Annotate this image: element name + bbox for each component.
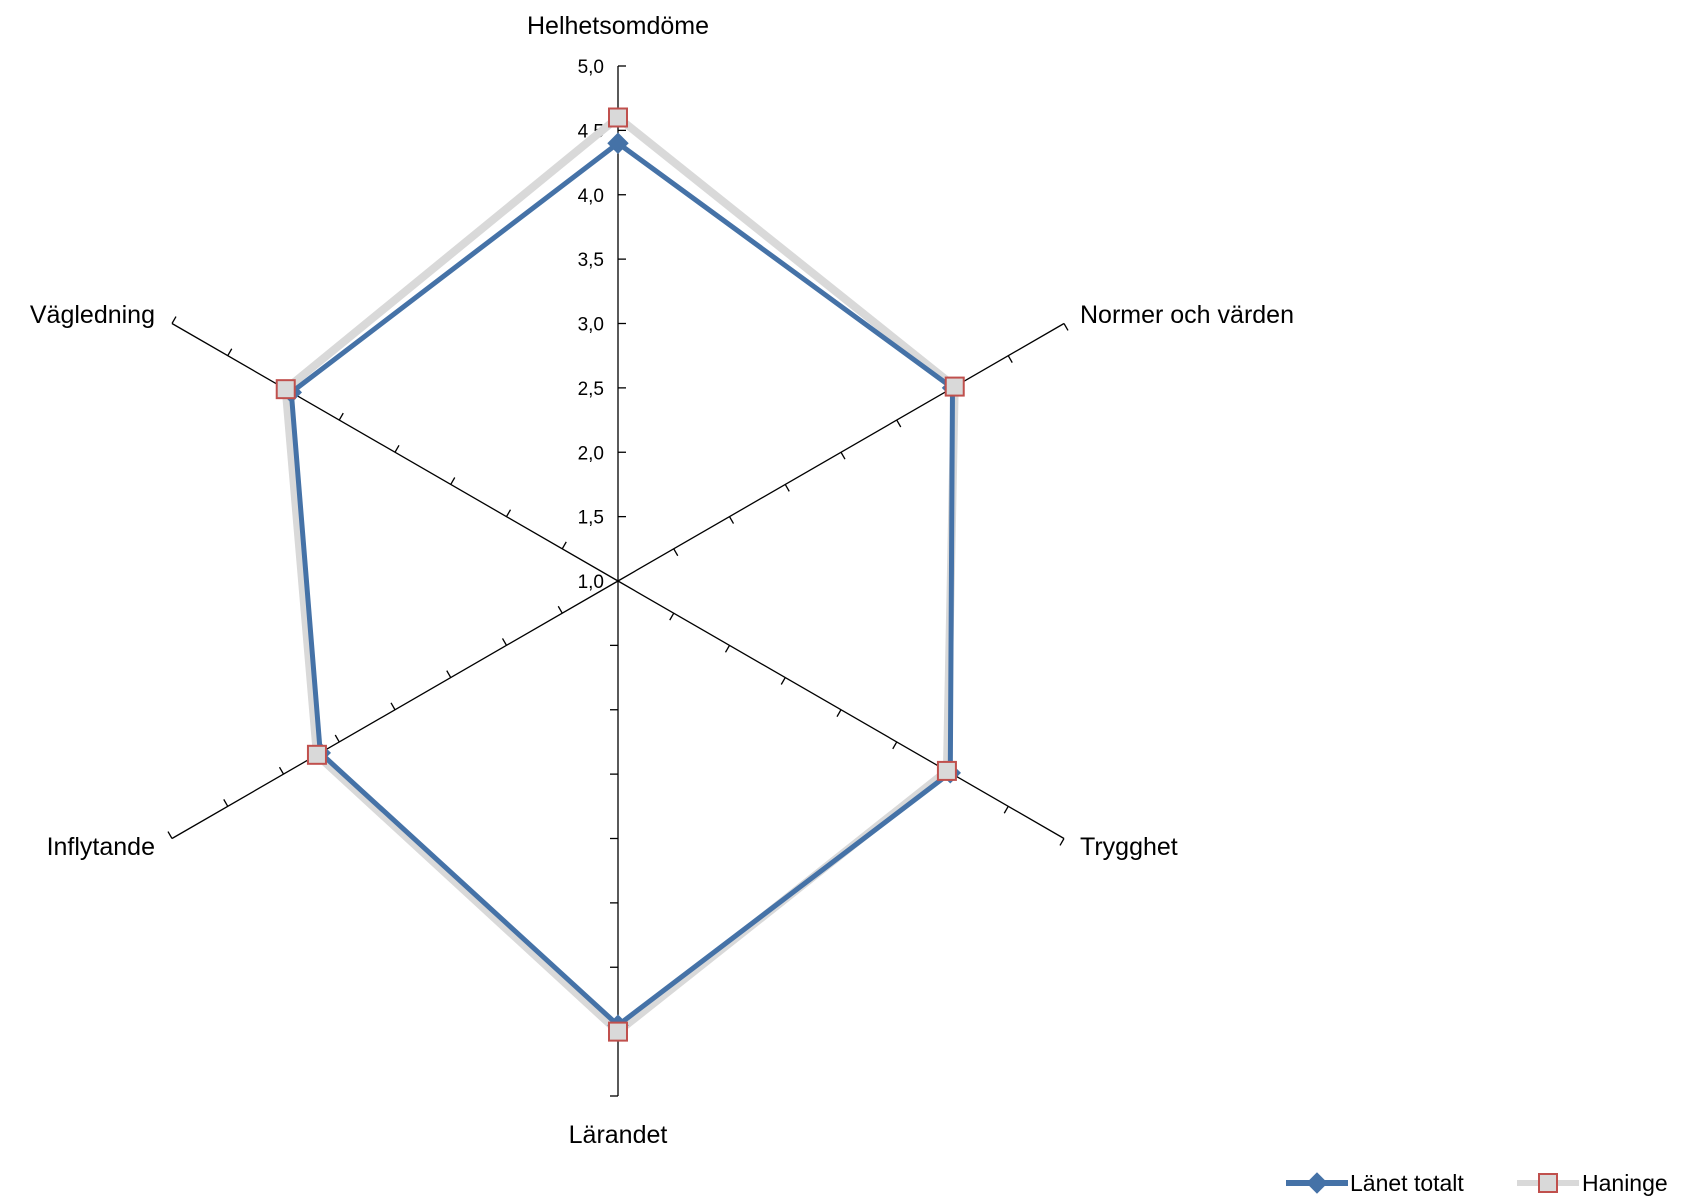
- tick-mark: [505, 509, 512, 517]
- tick-mark: [394, 444, 400, 453]
- point-lanet-totalt-helhetsomdome: [607, 132, 629, 154]
- tick-mark: [1059, 838, 1065, 846]
- tick-label: 4,0: [578, 186, 604, 207]
- tick-mark: [724, 645, 731, 653]
- tick-mark: [892, 741, 898, 750]
- legend-marker-lanet-totalt: [1306, 1172, 1328, 1194]
- tick-mark: [450, 477, 456, 485]
- tick-mark: [840, 451, 846, 460]
- tick-mark: [561, 541, 567, 550]
- tick-mark: [1003, 805, 1009, 814]
- legend-label-lanet-totalt: Länet totalt: [1350, 1170, 1464, 1196]
- category-label-larandet: Lärandet: [569, 1121, 668, 1149]
- tick-mark: [338, 412, 344, 421]
- point-haninge-vagledning: [275, 379, 296, 400]
- tick-mark: [223, 799, 229, 807]
- category-label-helhetsomdome: Helhetsomdöme: [527, 12, 709, 40]
- tick-mark: [896, 419, 902, 428]
- tick-mark: [167, 831, 173, 839]
- radial-tick-labels: 1,01,52,02,53,03,54,04,55,0: [578, 57, 604, 593]
- tick-label: 2,0: [578, 443, 604, 464]
- tick-label: 3,5: [578, 250, 604, 271]
- tick-mark: [227, 348, 233, 357]
- axis-inflytande: [171, 580, 619, 840]
- category-label-trygghet: Trygghet: [1080, 833, 1178, 861]
- tick-mark: [278, 766, 285, 775]
- tick-mark: [780, 677, 786, 685]
- point-haninge-helhetsomdome: [608, 107, 628, 128]
- point-haninge-normer-och-varden: [944, 376, 965, 397]
- category-label-vagledning: Vägledning: [30, 301, 155, 329]
- legend-item-lanet-totalt: Länet totalt: [1286, 1170, 1464, 1196]
- tick-mark: [501, 638, 508, 646]
- legend: Länet totalt Haninge: [1286, 1170, 1668, 1196]
- category-label-normer-och-varden: Normer och värden: [1080, 301, 1294, 329]
- series-line-lanet-totalt: [288, 140, 955, 1028]
- tick-label: 2,5: [578, 379, 604, 400]
- tick-mark: [669, 612, 675, 621]
- tick-mark: [446, 670, 452, 678]
- tick-mark: [1007, 355, 1013, 363]
- series-line-haninge: [281, 113, 959, 1036]
- point-haninge-inflytande: [306, 744, 327, 765]
- tick-label: 5,0: [578, 57, 604, 78]
- legend-marker-haninge: [1538, 1173, 1558, 1193]
- tick-mark: [390, 702, 396, 711]
- tick-label: 1,5: [578, 508, 604, 529]
- radar-ticks: [167, 65, 1069, 1097]
- tick-mark: [784, 484, 790, 492]
- legend-label-haninge: Haninge: [1582, 1170, 1668, 1196]
- tick-mark: [673, 548, 679, 557]
- tick-mark: [334, 734, 340, 743]
- point-haninge-larandet: [608, 1021, 628, 1042]
- point-haninge-trygghet: [936, 760, 957, 781]
- tick-mark: [728, 516, 735, 524]
- category-labels: Helhetsomdöme Normer och värden Trygghet…: [30, 12, 1294, 1149]
- category-label-inflytande: Inflytande: [47, 833, 155, 861]
- tick-label: 1,0: [578, 572, 604, 593]
- tick-mark: [557, 605, 563, 614]
- legend-item-haninge: Haninge: [1517, 1170, 1668, 1196]
- tick-mark: [1063, 323, 1069, 331]
- tick-label: 3,0: [578, 315, 604, 336]
- series-layer: [275, 107, 965, 1042]
- tick-mark: [171, 316, 177, 324]
- tick-mark: [836, 709, 842, 718]
